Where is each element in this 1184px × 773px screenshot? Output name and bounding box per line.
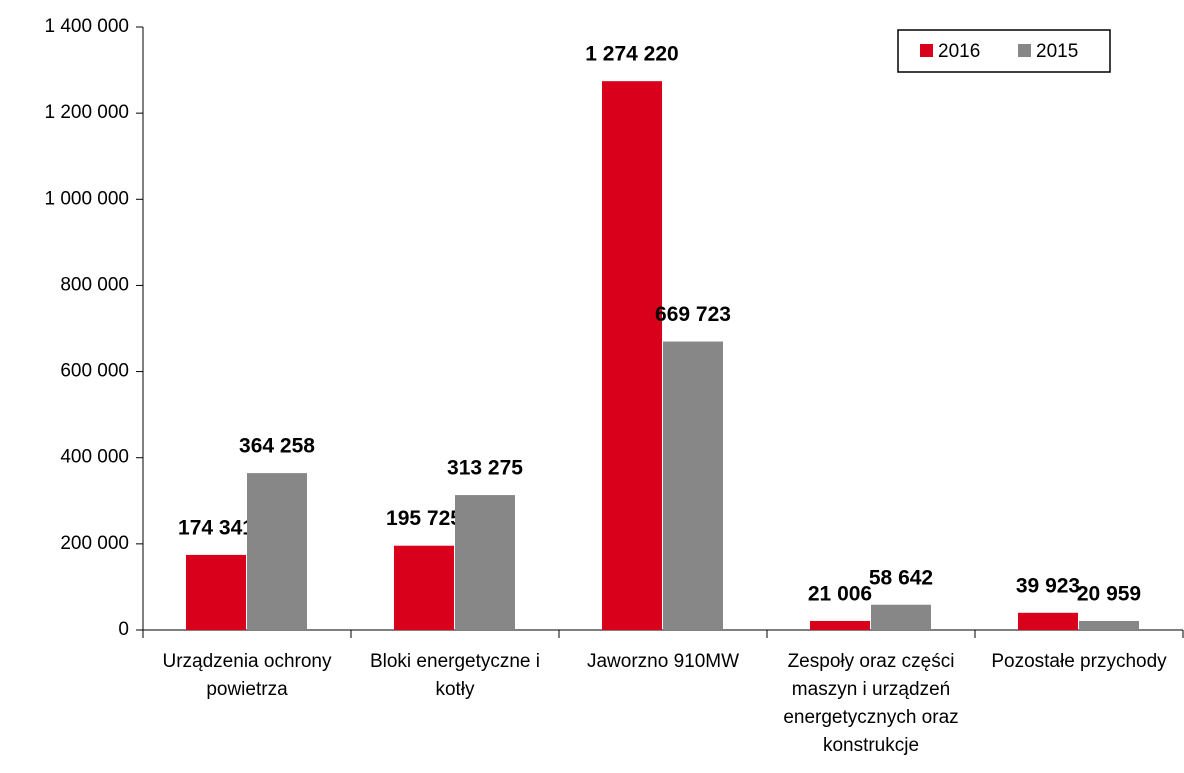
bar xyxy=(871,604,931,630)
y-tick-label: 0 xyxy=(118,619,129,640)
y-tick-label: 200 000 xyxy=(60,533,129,554)
bar xyxy=(394,545,454,630)
x-tick-label: Zespoły oraz części maszyn i urządzeń en… xyxy=(783,651,959,756)
y-tick-label: 1 200 000 xyxy=(44,102,129,123)
y-tick-label: 1 000 000 xyxy=(44,188,129,209)
x-tick-label: Bloki energetyczne i kotły xyxy=(369,651,541,700)
bar xyxy=(455,495,515,630)
value-label: 364 258 xyxy=(239,435,315,458)
value-label: 174 341 xyxy=(178,516,254,539)
value-label: 313 275 xyxy=(447,457,523,480)
y-tick-label: 1 400 000 xyxy=(44,16,129,37)
bar xyxy=(186,554,246,630)
legend-label: 2016 xyxy=(938,41,980,62)
bar xyxy=(602,81,662,631)
x-tick-label: Jaworzno 910MW xyxy=(586,651,740,672)
bar xyxy=(663,341,723,630)
bar xyxy=(247,473,307,630)
legend-box xyxy=(897,29,1111,73)
value-label: 21 006 xyxy=(808,582,872,605)
y-tick-label: 400 000 xyxy=(60,447,129,468)
y-tick-label: 600 000 xyxy=(60,361,129,382)
legend-label: 2015 xyxy=(1036,41,1078,62)
value-label: 195 725 xyxy=(386,507,462,530)
x-tick-label: Urządzenia ochrony powietrza xyxy=(162,651,332,700)
value-label: 58 642 xyxy=(869,566,933,589)
bar xyxy=(1018,612,1078,630)
bar xyxy=(1079,620,1139,630)
value-label: 1 274 220 xyxy=(585,43,678,66)
value-label: 669 723 xyxy=(655,303,731,326)
legend-swatch xyxy=(1018,44,1031,57)
legend-swatch xyxy=(920,44,933,57)
value-label: 20 959 xyxy=(1077,583,1141,606)
bar xyxy=(810,620,870,630)
y-tick-label: 800 000 xyxy=(60,274,129,295)
x-tick-label: Pozostałe przychody xyxy=(991,651,1167,672)
value-label: 39 923 xyxy=(1016,574,1080,597)
